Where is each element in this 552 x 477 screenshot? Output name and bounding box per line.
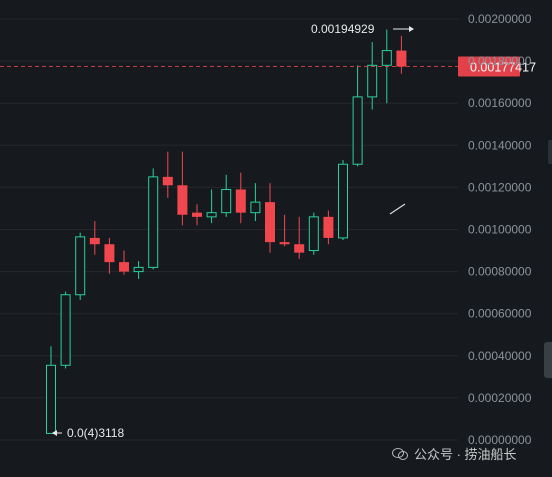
price-tick-label: 0.00180000 bbox=[468, 54, 532, 68]
low-arrow-head bbox=[52, 430, 57, 436]
price-tick-label: 0.00040000 bbox=[468, 349, 532, 363]
candle-body-up bbox=[352, 96, 363, 165]
candles bbox=[46, 29, 407, 434]
high-arrow-head bbox=[409, 26, 414, 32]
drawn-trend-line bbox=[389, 203, 406, 215]
wechat-icon bbox=[392, 446, 408, 460]
candle-body-up bbox=[75, 236, 86, 296]
price-tick-label: 0.00200000 bbox=[468, 12, 532, 26]
price-axis: 0.00200000 0.00180000 0.00160000 0.00140000… bbox=[468, 12, 532, 447]
grid-lines bbox=[0, 18, 458, 441]
candle-body-down bbox=[192, 212, 202, 217]
side-collapse-handle-top[interactable] bbox=[548, 140, 552, 164]
watermark: 公众号 · 捞油船长 bbox=[392, 440, 517, 466]
candle-body-up bbox=[221, 189, 232, 214]
candle-body-down bbox=[396, 50, 407, 67]
candle-body-down bbox=[162, 176, 173, 186]
price-tick-label: 0.00080000 bbox=[468, 265, 532, 279]
candle-body-down bbox=[279, 242, 290, 245]
candle-body-up bbox=[250, 201, 261, 214]
candle-body-down bbox=[265, 202, 275, 243]
price-tick-label: 0.00140000 bbox=[468, 138, 532, 152]
candle-body-down bbox=[294, 244, 305, 253]
candle-body-down bbox=[177, 185, 188, 215]
current-price-tag bbox=[458, 56, 520, 77]
candle-body-down bbox=[89, 237, 100, 245]
price-tick-label: 0.00000000 bbox=[468, 433, 532, 447]
annotations: 0.00177417 0.00194929 0.0(4)3118 bbox=[0, 22, 536, 440]
candle-body-up bbox=[133, 266, 144, 273]
price-tick-label: 0.00120000 bbox=[468, 180, 532, 194]
price-tick-label: 0.00100000 bbox=[468, 223, 532, 237]
candle-body-down bbox=[119, 262, 129, 272]
candle-body-up bbox=[60, 294, 71, 366]
candle-body-up bbox=[206, 212, 217, 218]
price-tick-label: 0.00060000 bbox=[468, 307, 532, 321]
candle-body-up bbox=[308, 216, 319, 252]
side-collapse-handle[interactable] bbox=[544, 342, 552, 378]
candle-body-down bbox=[235, 189, 246, 213]
high-price-label: 0.00194929 bbox=[311, 22, 375, 36]
low-price-label: 0.0(4)3118 bbox=[67, 426, 124, 440]
price-tick-label: 0.00160000 bbox=[468, 96, 532, 110]
candle-body-down bbox=[104, 244, 115, 263]
candle-body-up bbox=[338, 163, 348, 239]
price-tick-label: 0.00020000 bbox=[468, 391, 532, 405]
current-price-label: 0.00177417 bbox=[470, 61, 536, 75]
candle-body-up bbox=[148, 176, 159, 268]
candle-body-up bbox=[367, 64, 378, 98]
candle-body-up bbox=[381, 50, 392, 66]
watermark-text: 公众号 · 捞油船长 bbox=[414, 446, 517, 462]
candle-body-down bbox=[323, 216, 334, 238]
candle-body-up bbox=[46, 364, 56, 434]
